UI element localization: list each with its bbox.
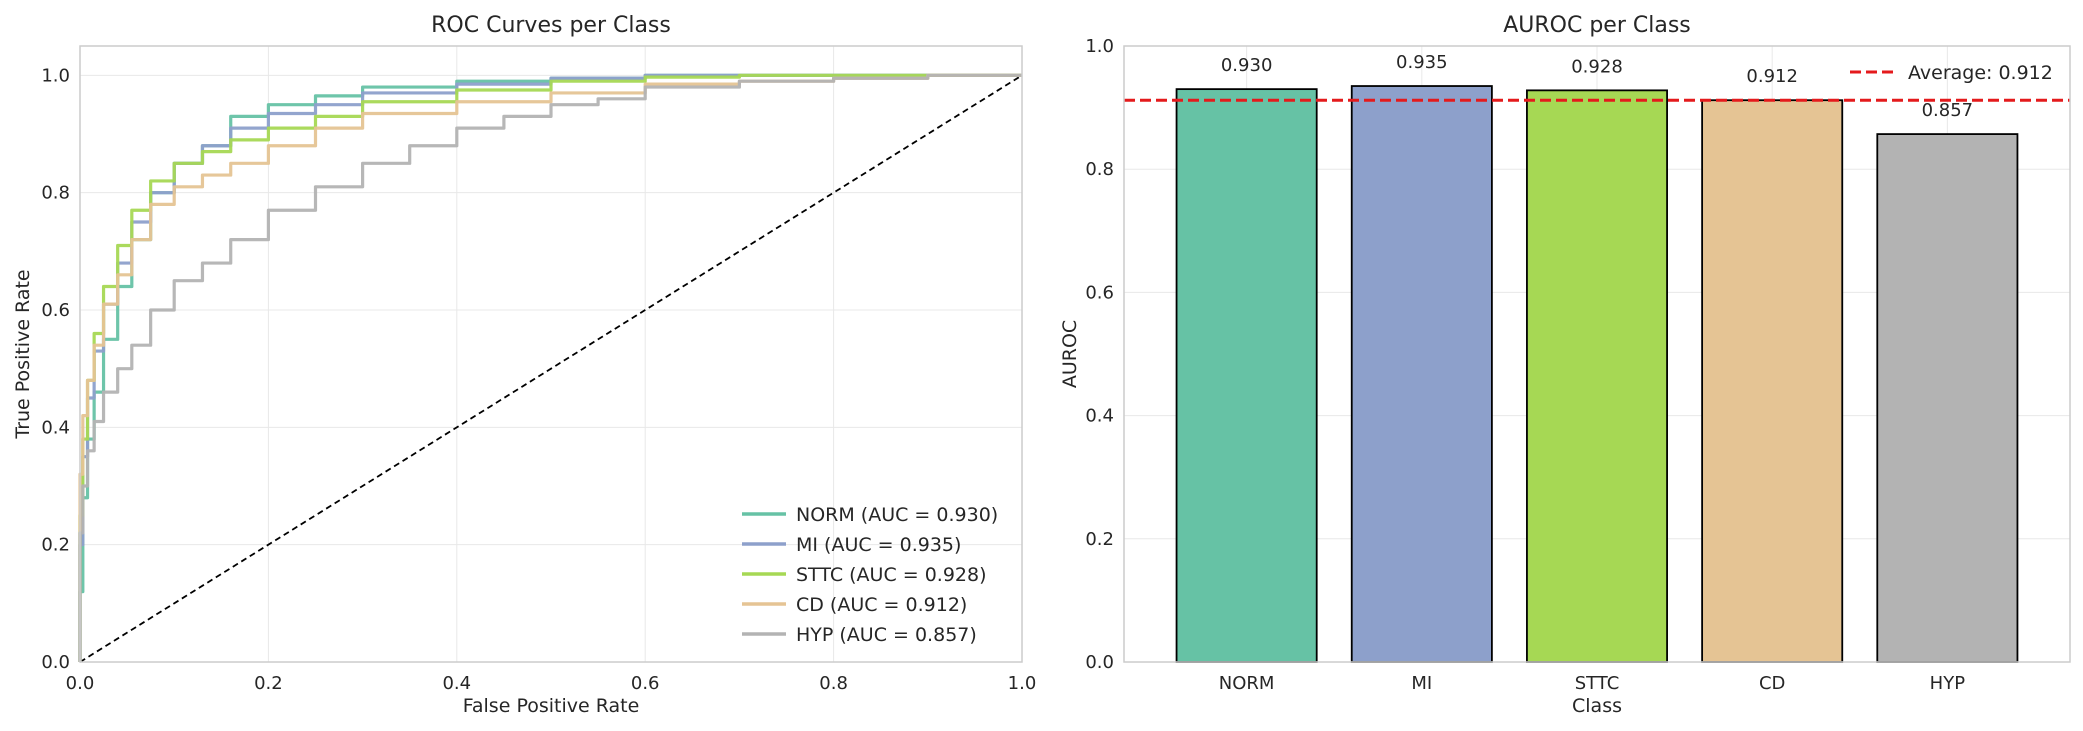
roc-legend-label: CD (AUC = 0.912) <box>796 594 967 616</box>
roc-y-tick-label: 0.0 <box>41 652 70 673</box>
bar-plot-frame <box>1123 45 2071 663</box>
bar-hyp <box>1876 133 2019 663</box>
bar-x-tick-label: CD <box>1759 673 1785 694</box>
bar-x-tick-label: NORM <box>1219 673 1275 694</box>
roc-x-tick-label: 0.4 <box>442 673 471 694</box>
bar-value-label: 0.930 <box>1221 55 1273 76</box>
roc-curve-hyp <box>78 73 1022 662</box>
average-legend-label: Average: 0.912 <box>1908 62 2053 84</box>
bar-y-tick-label: 0.8 <box>1085 159 1114 180</box>
roc-y-tick-label: 0.4 <box>41 417 70 438</box>
roc-y-tick-label: 1.0 <box>41 65 70 86</box>
bar-norm <box>1175 88 1318 663</box>
roc-curve-cd <box>78 73 1022 662</box>
roc-x-tick-label: 0.2 <box>254 673 283 694</box>
bar-value-label: 0.857 <box>1922 100 1974 121</box>
roc-y-tick-label: 0.2 <box>41 535 70 556</box>
roc-legend-label: HYP (AUC = 0.857) <box>796 624 977 646</box>
roc-plot-frame <box>79 45 1023 663</box>
roc-title: ROC Curves per Class <box>431 13 671 38</box>
bar-x-axis-label: Class <box>1572 695 1622 717</box>
bar-y-axis-label: AUROC <box>1059 320 1081 388</box>
roc-x-tick-label: 0.6 <box>631 673 660 694</box>
bar-x-tick-label: STTC <box>1575 673 1620 694</box>
bar-title: AUROC per Class <box>1503 13 1691 38</box>
roc-legend-label: NORM (AUC = 0.930) <box>796 504 998 526</box>
bar-value-label: 0.935 <box>1396 52 1448 73</box>
roc-x-tick-label: 0.8 <box>819 673 848 694</box>
bar-x-tick-label: MI <box>1411 673 1432 694</box>
bar-cd <box>1701 99 1844 663</box>
bar-y-tick-label: 0.0 <box>1085 652 1114 673</box>
bar-y-tick-label: 1.0 <box>1085 36 1114 57</box>
bar-y-tick-label: 0.4 <box>1085 406 1114 427</box>
bar-value-label: 0.928 <box>1571 56 1623 77</box>
roc-legend-label: STTC (AUC = 0.928) <box>796 564 987 586</box>
bar-x-tick-label: HYP <box>1930 673 1966 694</box>
bar-value-label: 0.912 <box>1746 66 1798 87</box>
bar-mi <box>1350 85 1493 663</box>
roc-x-tick-label: 1.0 <box>1008 673 1037 694</box>
roc-y-axis-label: True Positive Rate <box>12 269 34 439</box>
bar-y-tick-label: 0.2 <box>1085 529 1114 550</box>
roc-x-axis-label: False Positive Rate <box>463 695 640 717</box>
roc-x-tick-label: 0.0 <box>66 673 95 694</box>
roc-diagonal <box>79 74 1023 663</box>
roc-legend-label: MI (AUC = 0.935) <box>796 534 961 556</box>
roc-y-tick-label: 0.6 <box>41 300 70 321</box>
bar-y-tick-label: 0.6 <box>1085 282 1114 303</box>
bar-sttc <box>1526 89 1668 663</box>
roc-y-tick-label: 0.8 <box>41 183 70 204</box>
